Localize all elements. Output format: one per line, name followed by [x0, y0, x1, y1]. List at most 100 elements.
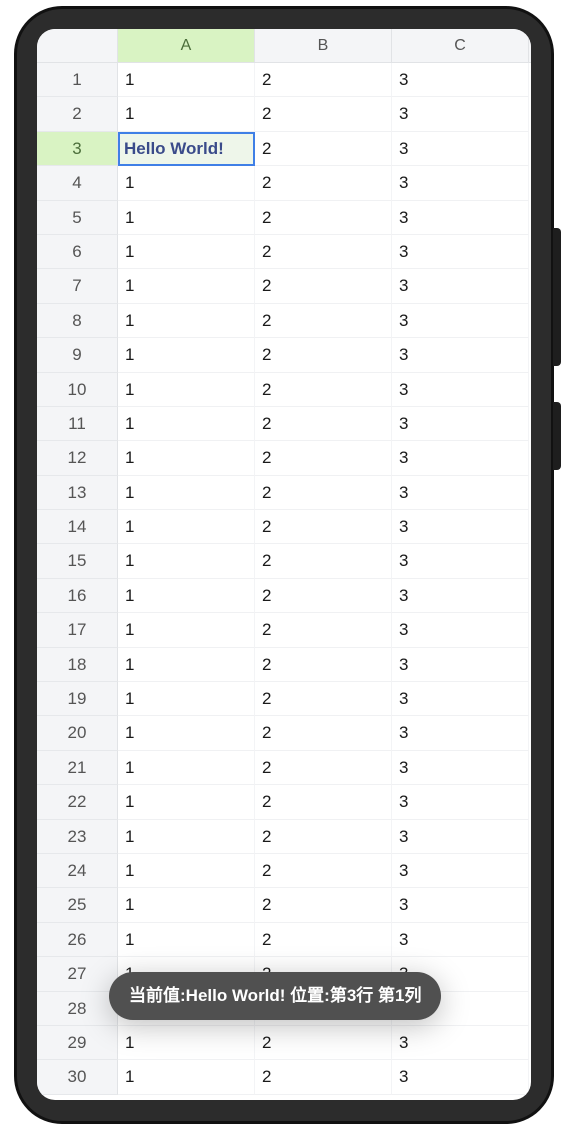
row-header[interactable]: 27 — [37, 957, 118, 992]
cell-b[interactable]: 2 — [255, 682, 392, 717]
row-header[interactable]: 28 — [37, 991, 118, 1026]
cell-c[interactable]: 3 — [392, 716, 529, 751]
cell-b[interactable]: 2 — [255, 234, 392, 270]
cell-b[interactable]: 2 — [255, 1025, 392, 1061]
row-header[interactable]: 30 — [37, 1060, 118, 1095]
cell-a[interactable]: 1 — [118, 166, 255, 201]
cell-a[interactable]: 1 — [118, 853, 255, 889]
cell-a[interactable]: 1 — [118, 441, 255, 476]
row-header[interactable]: 9 — [37, 338, 118, 373]
cell-a[interactable]: 1 — [118, 338, 255, 373]
selected-cell[interactable]: Hello World! — [118, 131, 255, 167]
cell-b[interactable]: 2 — [255, 510, 392, 545]
cell-a[interactable]: 1 — [118, 613, 255, 648]
row-header[interactable]: 24 — [37, 853, 118, 889]
cell-c[interactable]: 3 — [392, 200, 529, 235]
cell-c[interactable]: 3 — [392, 785, 529, 820]
cell-b[interactable]: 2 — [255, 200, 392, 235]
row-header[interactable]: 16 — [37, 578, 118, 614]
row-header[interactable]: 13 — [37, 475, 118, 511]
row-header[interactable]: 4 — [37, 166, 118, 201]
row-header[interactable]: 25 — [37, 888, 118, 923]
row-header[interactable]: 8 — [37, 303, 118, 339]
cell-c[interactable]: 3 — [392, 372, 529, 407]
cell-c[interactable]: 3 — [392, 131, 529, 167]
row-header[interactable]: 23 — [37, 819, 118, 854]
cell-c[interactable]: 3 — [392, 682, 529, 717]
row-header[interactable]: 5 — [37, 200, 118, 235]
cell-a[interactable]: 1 — [118, 682, 255, 717]
column-header-c[interactable]: C — [392, 29, 529, 62]
row-header[interactable]: 12 — [37, 441, 118, 476]
cell-a[interactable]: 1 — [118, 234, 255, 270]
cell-b[interactable]: 2 — [255, 785, 392, 820]
row-header[interactable]: 6 — [37, 234, 118, 270]
cell-c[interactable]: 3 — [392, 441, 529, 476]
column-header-b[interactable]: B — [255, 29, 392, 62]
cell-c[interactable]: 3 — [392, 1060, 529, 1095]
cell-b[interactable]: 2 — [255, 578, 392, 614]
cell-c[interactable]: 3 — [392, 97, 529, 132]
cell-b[interactable]: 2 — [255, 716, 392, 751]
cell-b[interactable]: 2 — [255, 544, 392, 579]
cell-a[interactable]: 1 — [118, 1060, 255, 1095]
cell-a[interactable]: 1 — [118, 888, 255, 923]
cell-a[interactable]: 1 — [118, 200, 255, 235]
cell-a[interactable]: 1 — [118, 922, 255, 958]
cell-b[interactable]: 2 — [255, 647, 392, 683]
cell-a[interactable]: 1 — [118, 578, 255, 614]
row-header[interactable]: 15 — [37, 544, 118, 579]
cell-c[interactable]: 3 — [392, 853, 529, 889]
row-header[interactable]: 14 — [37, 510, 118, 545]
cell-c[interactable]: 3 — [392, 888, 529, 923]
row-header[interactable]: 7 — [37, 269, 118, 304]
cell-c[interactable]: 3 — [392, 647, 529, 683]
cell-a[interactable]: 1 — [118, 785, 255, 820]
cell-b[interactable]: 2 — [255, 1060, 392, 1095]
corner-cell[interactable] — [37, 29, 118, 62]
cell-b[interactable]: 2 — [255, 819, 392, 854]
cell-b[interactable]: 2 — [255, 269, 392, 304]
cell-c[interactable]: 3 — [392, 406, 529, 442]
row-header[interactable]: 29 — [37, 1025, 118, 1061]
row-header[interactable]: 21 — [37, 750, 118, 786]
cell-a[interactable]: 1 — [118, 63, 255, 98]
cell-b[interactable]: 2 — [255, 63, 392, 98]
row-header[interactable]: 1 — [37, 63, 118, 98]
cell-c[interactable]: 3 — [392, 819, 529, 854]
cell-a[interactable]: 1 — [118, 647, 255, 683]
cell-b[interactable]: 2 — [255, 406, 392, 442]
cell-a[interactable]: 1 — [118, 750, 255, 786]
cell-b[interactable]: 2 — [255, 613, 392, 648]
cell-c[interactable]: 3 — [392, 269, 529, 304]
row-header[interactable]: 18 — [37, 647, 118, 683]
row-header[interactable]: 20 — [37, 716, 118, 751]
row-header[interactable]: 3 — [37, 131, 118, 167]
cell-c[interactable]: 3 — [392, 303, 529, 339]
cell-c[interactable]: 3 — [392, 1025, 529, 1061]
cell-c[interactable]: 3 — [392, 234, 529, 270]
cell-c[interactable]: 3 — [392, 922, 529, 958]
cell-a[interactable]: 1 — [118, 97, 255, 132]
cell-a[interactable]: 1 — [118, 544, 255, 579]
row-header[interactable]: 11 — [37, 406, 118, 442]
row-header[interactable]: 19 — [37, 682, 118, 717]
cell-c[interactable]: 3 — [392, 750, 529, 786]
cell-a[interactable]: 1 — [118, 406, 255, 442]
cell-b[interactable]: 2 — [255, 441, 392, 476]
cell-b[interactable]: 2 — [255, 97, 392, 132]
cell-a[interactable]: 1 — [118, 510, 255, 545]
column-header-a[interactable]: A — [118, 29, 255, 62]
cell-b[interactable]: 2 — [255, 338, 392, 373]
cell-b[interactable]: 2 — [255, 303, 392, 339]
cell-c[interactable]: 3 — [392, 166, 529, 201]
cell-b[interactable]: 2 — [255, 166, 392, 201]
cell-c[interactable]: 3 — [392, 544, 529, 579]
row-header[interactable]: 2 — [37, 97, 118, 132]
cell-c[interactable]: 3 — [392, 578, 529, 614]
cell-b[interactable]: 2 — [255, 888, 392, 923]
cell-b[interactable]: 2 — [255, 922, 392, 958]
cell-b[interactable]: 2 — [255, 853, 392, 889]
cell-c[interactable]: 3 — [392, 63, 529, 98]
cell-a[interactable]: 1 — [118, 1025, 255, 1061]
